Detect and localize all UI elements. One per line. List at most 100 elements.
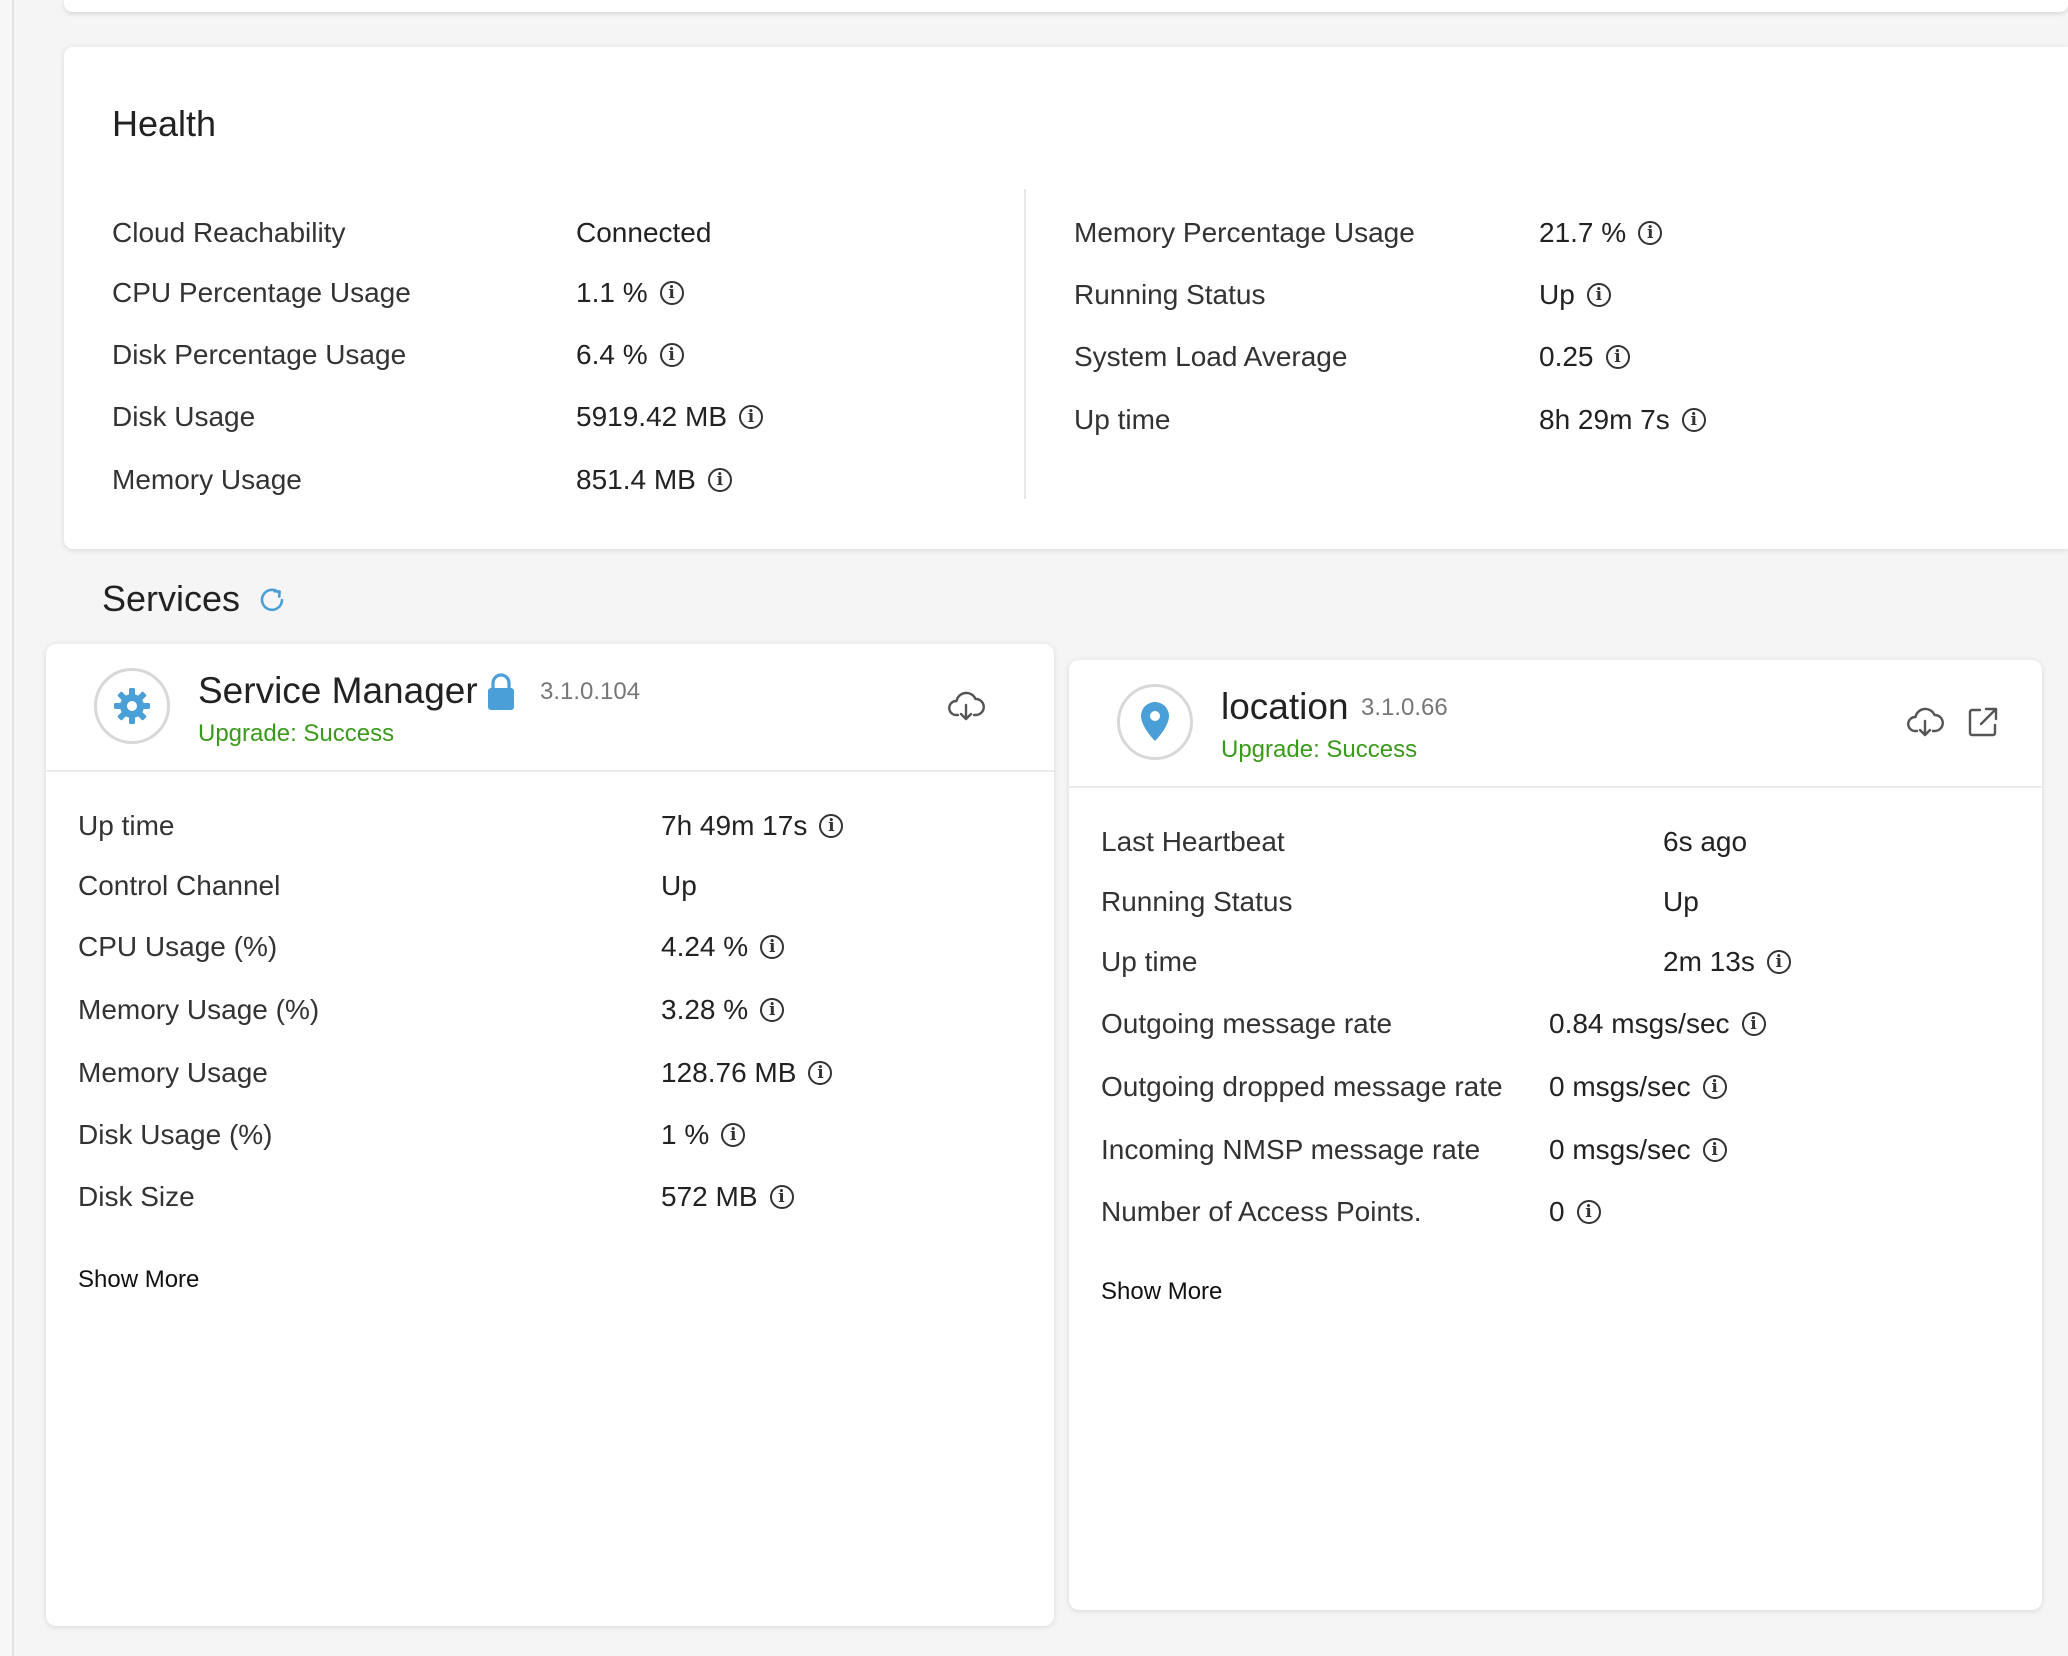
info-icon[interactable]: i xyxy=(739,405,763,429)
left-rail xyxy=(0,0,14,1656)
service-row-value: 128.76 MB i xyxy=(661,1057,833,1089)
info-icon[interactable]: i xyxy=(659,343,684,367)
service-row: Up time 2m 13s i xyxy=(1101,942,1791,982)
service-row-label: Memory Usage xyxy=(78,1057,268,1088)
service-row-value: 0.84 msgs/sec i xyxy=(1549,1008,1766,1040)
health-label: Running Status xyxy=(1074,279,1266,310)
health-label: Up time xyxy=(1074,404,1171,435)
health-value: Up i xyxy=(1539,279,1611,311)
service-row-label: CPU Usage (%) xyxy=(78,931,278,962)
health-title: Health xyxy=(112,103,217,144)
service-row-label: Disk Size xyxy=(78,1181,195,1212)
service-row-label: Memory Usage (%) xyxy=(78,994,320,1025)
service-name[interactable]: location xyxy=(1221,686,1349,727)
service-card-service-manager: Service Manager 3.1.0.104 Upgrade: Succe… xyxy=(46,644,1054,1626)
service-row-value: 7h 49m 17s i xyxy=(661,810,844,842)
info-icon[interactable]: i xyxy=(769,1185,794,1209)
health-row-memory-percentage: Memory Percentage Usage 21.7 % i xyxy=(1074,213,1663,253)
service-row: Running Status Up xyxy=(1101,882,1699,922)
service-row-value: 0 msgs/sec i xyxy=(1549,1134,1727,1166)
service-card-location: location 3.1.0.66 Upgrade: Success Last … xyxy=(1069,660,2042,1610)
service-row: CPU Usage (%) 4.24 % i xyxy=(78,927,785,967)
health-label: Memory Usage xyxy=(112,464,302,495)
location-pin-icon xyxy=(1117,684,1193,760)
health-value: 6.4 % i xyxy=(576,339,684,371)
info-icon[interactable]: i xyxy=(1766,950,1791,974)
service-row: Incoming NMSP message rate 0 msgs/sec i xyxy=(1101,1130,1727,1170)
info-icon[interactable]: i xyxy=(808,1061,833,1085)
service-row-label: Number of Access Points. xyxy=(1101,1196,1422,1227)
service-row-label: Incoming NMSP message rate xyxy=(1101,1134,1481,1165)
service-row: Disk Usage (%) 1 % i xyxy=(78,1115,746,1155)
show-more-link[interactable]: Show More xyxy=(1101,1278,1223,1305)
health-value: 1.1 % i xyxy=(576,277,684,309)
cloud-download-icon[interactable] xyxy=(1905,702,1945,742)
service-row-label: Up time xyxy=(78,810,175,841)
service-card-header: Service Manager 3.1.0.104 Upgrade: Succe… xyxy=(46,644,1054,772)
health-row-system-load: System Load Average 0.25 i xyxy=(1074,337,1630,377)
info-icon[interactable]: i xyxy=(1702,1075,1727,1099)
health-value: 21.7 % i xyxy=(1539,217,1663,249)
service-row: Control Channel Up xyxy=(78,866,697,906)
gear-icon xyxy=(94,668,170,744)
service-row: Memory Usage 128.76 MB i xyxy=(78,1053,833,1093)
service-row: Number of Access Points. 0 i xyxy=(1101,1192,1601,1232)
health-label: Disk Usage xyxy=(112,401,256,432)
info-icon[interactable]: i xyxy=(1576,1200,1601,1224)
info-icon[interactable]: i xyxy=(721,1123,746,1147)
health-row-cloud-reachability: Cloud Reachability Connected xyxy=(112,213,711,253)
service-name[interactable]: Service Manager xyxy=(198,670,478,711)
info-icon[interactable]: i xyxy=(1605,345,1630,369)
health-value: Connected xyxy=(576,217,712,248)
service-row-value: 6s ago xyxy=(1663,826,1748,857)
service-row-label: Control Channel xyxy=(78,870,281,901)
health-label: Disk Percentage Usage xyxy=(112,339,407,370)
service-row: Outgoing dropped message rate 0 msgs/sec… xyxy=(1101,1067,1727,1107)
lock-icon xyxy=(486,672,516,712)
service-status: Upgrade: Success xyxy=(198,720,395,747)
refresh-icon[interactable] xyxy=(256,583,288,615)
info-icon[interactable]: i xyxy=(760,998,785,1022)
service-row: Last Heartbeat 6s ago xyxy=(1101,822,1747,862)
service-row-label: Up time xyxy=(1101,946,1198,977)
health-value: 8h 29m 7s i xyxy=(1539,404,1706,436)
health-value: 851.4 MB i xyxy=(576,464,732,496)
health-label: Cloud Reachability xyxy=(112,217,346,248)
previous-card-edge xyxy=(64,0,2068,12)
external-link-icon[interactable] xyxy=(1963,702,2003,742)
info-icon[interactable]: i xyxy=(1681,408,1706,432)
service-row: Memory Usage (%) 3.28 % i xyxy=(78,990,785,1030)
service-row-label: Running Status xyxy=(1101,886,1293,917)
health-label: Memory Percentage Usage xyxy=(1074,217,1415,248)
service-row-value: 1 % i xyxy=(661,1119,746,1151)
cloud-download-icon[interactable] xyxy=(946,686,986,726)
info-icon[interactable]: i xyxy=(760,935,785,959)
health-row-disk-usage: Disk Usage 5919.42 MB i xyxy=(112,397,763,437)
health-label: System Load Average xyxy=(1074,341,1348,372)
show-more-link[interactable]: Show More xyxy=(78,1266,200,1293)
info-icon[interactable]: i xyxy=(659,281,684,305)
health-label: CPU Percentage Usage xyxy=(112,277,411,308)
info-icon[interactable]: i xyxy=(707,468,732,492)
health-row-cpu-percentage: CPU Percentage Usage 1.1 % i xyxy=(112,273,684,313)
service-row-label: Last Heartbeat xyxy=(1101,826,1285,857)
health-row-up-time: Up time 8h 29m 7s i xyxy=(1074,400,1706,440)
services-title-bar: Services xyxy=(102,578,288,620)
info-icon[interactable]: i xyxy=(1638,221,1663,245)
health-row-running-status: Running Status Up i xyxy=(1074,275,1611,315)
health-row-disk-percentage: Disk Percentage Usage 6.4 % i xyxy=(112,335,684,375)
info-icon[interactable]: i xyxy=(1586,283,1611,307)
service-row-value: Up xyxy=(1663,886,1699,917)
service-row-value: Up xyxy=(661,870,697,901)
service-row-value: 572 MB i xyxy=(661,1181,794,1213)
health-divider xyxy=(1024,189,1026,499)
service-row-value: 0 i xyxy=(1549,1196,1601,1228)
info-icon[interactable]: i xyxy=(819,814,844,838)
info-icon[interactable]: i xyxy=(1702,1138,1727,1162)
service-row: Outgoing message rate 0.84 msgs/sec i xyxy=(1101,1004,1766,1044)
health-row-memory-usage: Memory Usage 851.4 MB i xyxy=(112,460,732,500)
health-card: Health Cloud Reachability Connected CPU … xyxy=(64,47,2068,549)
services-title: Services xyxy=(102,578,241,619)
service-card-header: location 3.1.0.66 Upgrade: Success xyxy=(1069,660,2042,788)
info-icon[interactable]: i xyxy=(1741,1012,1766,1036)
